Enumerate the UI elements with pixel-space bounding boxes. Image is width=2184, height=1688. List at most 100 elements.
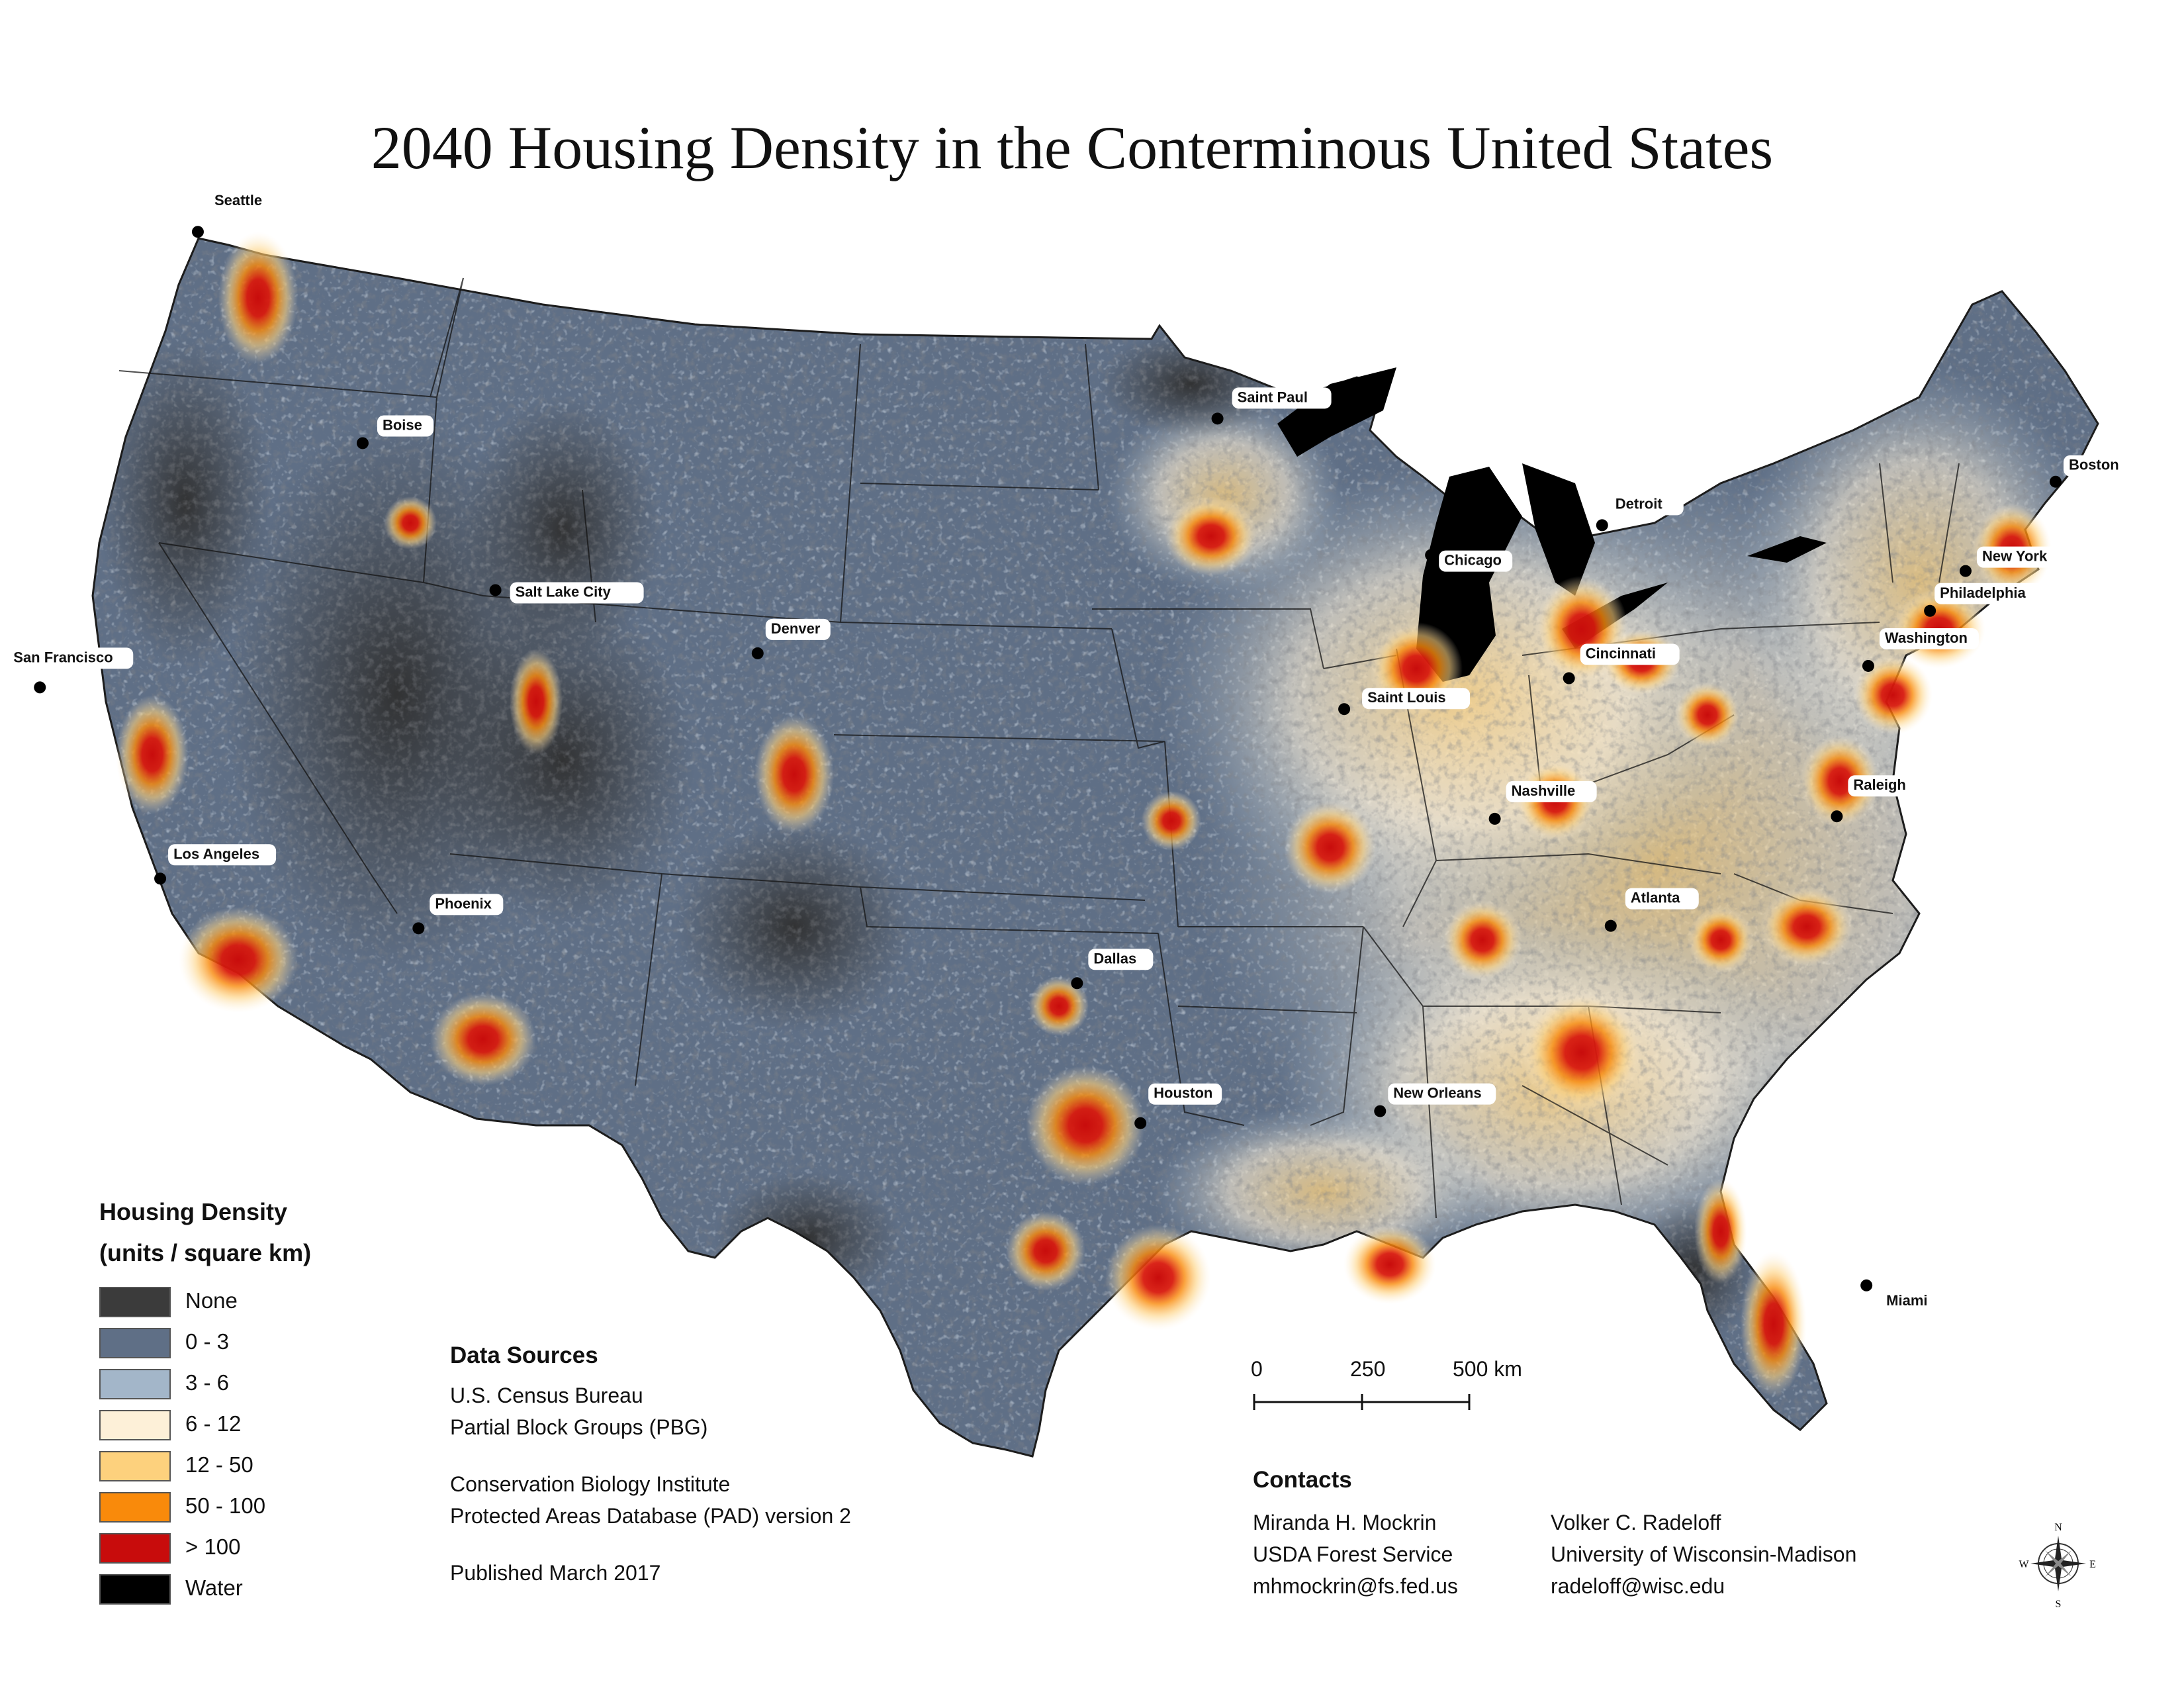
city-dot [2049,475,2062,488]
legend-item: 6 - 12 [99,1406,311,1447]
scale-label-0: 0 [1251,1357,1263,1381]
city-miami: Miami [1860,1279,1938,1312]
city-label: Detroit [1615,495,1663,512]
city-los-angeles: Los Angeles [154,844,277,885]
compass-rose-icon: N S E W [2019,1522,2095,1609]
city-label: Cincinnati [1586,645,1656,662]
city-salt-lake-city: Salt Lake City [489,582,644,604]
legend-item: Water [99,1570,311,1611]
city-boston: Boston [2049,455,2128,488]
city-label-background [430,894,504,915]
city-label: Miami [1886,1292,1927,1309]
city-label-background [510,582,644,604]
city-dot [1596,519,1608,532]
city-label-background [1881,1290,1938,1312]
legend-label: 12 - 50 [185,1452,253,1477]
legend-label: 0 - 3 [185,1329,230,1354]
legend-label: 3 - 6 [185,1370,230,1395]
legend-swatch [99,1287,171,1317]
source-line-3: Conservation Biology Institute [450,1472,731,1496]
city-markers: Seattle Boise Salt Lake City San Francisco L… [8,191,2128,1312]
data-sources-heading: Data Sources [450,1342,598,1368]
city-dot [34,681,46,694]
city-label-background [1625,888,1699,910]
compass-w: W [2019,1559,2029,1570]
city-label: Los Angeles [173,845,259,862]
city-dot [1862,659,1874,672]
city-label-background [1610,494,1684,516]
city-label-background [1879,628,1979,649]
legend-items: None 0 - 3 3 - 6 6 - 12 12 - 50 50 - 100 > 100… [99,1283,311,1611]
city-dot [1831,810,1843,823]
city-seattle: Seattle [191,191,283,238]
legend-label: > 100 [185,1534,241,1559]
city-dot [1071,977,1083,990]
map-title: 2040 Housing Density in the Conterminous… [371,114,1774,181]
city-washington: Washington [1862,628,1979,672]
city-dot [1959,565,1972,577]
contact-email[interactable]: mhmockrin@fs.fed.us [1253,1574,1458,1598]
city-label: Dallas [1093,950,1136,966]
city-label-background [168,844,277,866]
compass-n: N [2054,1522,2062,1533]
city-boise: Boise [356,415,433,449]
legend-item: 0 - 3 [99,1324,311,1365]
city-dot [1488,812,1501,825]
legend-title: Housing Density [99,1198,288,1225]
legend-swatch [99,1410,171,1440]
scale-bar-line [1253,1394,1471,1410]
city-label: Nashville [1512,782,1576,799]
city-label: Saint Paul [1238,389,1308,405]
city-label: Salt Lake City [516,583,612,600]
city-dot [1338,703,1351,716]
city-dot [412,922,425,935]
legend-swatch [99,1533,171,1564]
published-date: Published March 2017 [450,1561,661,1585]
legend-label: Water [185,1575,243,1600]
city-label-background [377,415,433,437]
city-label: Saint Louis [1367,689,1446,706]
city-label-background [1388,1083,1496,1105]
contact-name: Miranda H. Mockrin [1253,1511,1437,1534]
city-phoenix: Phoenix [412,894,504,935]
legend: Housing Density (units / square km) None… [99,1192,311,1611]
scale-label-500: 500 km [1453,1357,1522,1381]
contact-org: University of Wisconsin-Madison [1551,1542,1857,1566]
city-cincinnati: Cincinnati [1563,643,1680,684]
legend-swatch [99,1369,171,1399]
city-label: Chicago [1444,552,1502,569]
city-dot [1425,549,1437,561]
city-label-background [1934,583,2052,604]
legend-swatch [99,1328,171,1358]
contacts: Contacts Miranda H. Mockrin USDA Forest … [1253,1467,1856,1598]
city-dot [751,647,764,659]
city-raleigh: Raleigh [1831,775,1922,823]
legend-subtitle: (units / square km) [99,1239,312,1266]
scale-bar: 0 250 500 km [1251,1357,1522,1417]
legend-item: 3 - 6 [99,1365,311,1406]
legend-item: None [99,1283,311,1324]
source-line-2: Partial Block Groups (PBG) [450,1415,708,1439]
legend-swatch [99,1492,171,1523]
city-label: New York [1982,548,2048,565]
city-label: Boise [383,416,422,433]
city-label-background [1148,1083,1222,1105]
contact-email[interactable]: radeloff@wisc.edu [1551,1574,1725,1598]
city-label: Philadelphia [1940,585,2026,601]
city-new-orleans: New Orleans [1374,1083,1496,1117]
contact-mockrin: Miranda H. Mockrin USDA Forest Service m… [1253,1507,1458,1602]
city-dot [1860,1279,1873,1291]
city-label-background [1362,688,1471,710]
city-dot [356,437,369,449]
legend-item: 12 - 50 [99,1447,311,1488]
city-label: Denver [771,620,821,637]
city-label-background [1976,546,2059,568]
city-label: Houston [1154,1085,1212,1102]
city-denver: Denver [751,618,831,659]
city-label-background [1232,387,1332,409]
city-san-francisco: San Francisco [8,647,134,694]
contact-radeloff: Volker C. Radeloff University of Wiscons… [1551,1507,1856,1602]
city-label-background [765,618,831,640]
city-dot [154,872,167,885]
city-label: Raleigh [1853,776,1905,793]
